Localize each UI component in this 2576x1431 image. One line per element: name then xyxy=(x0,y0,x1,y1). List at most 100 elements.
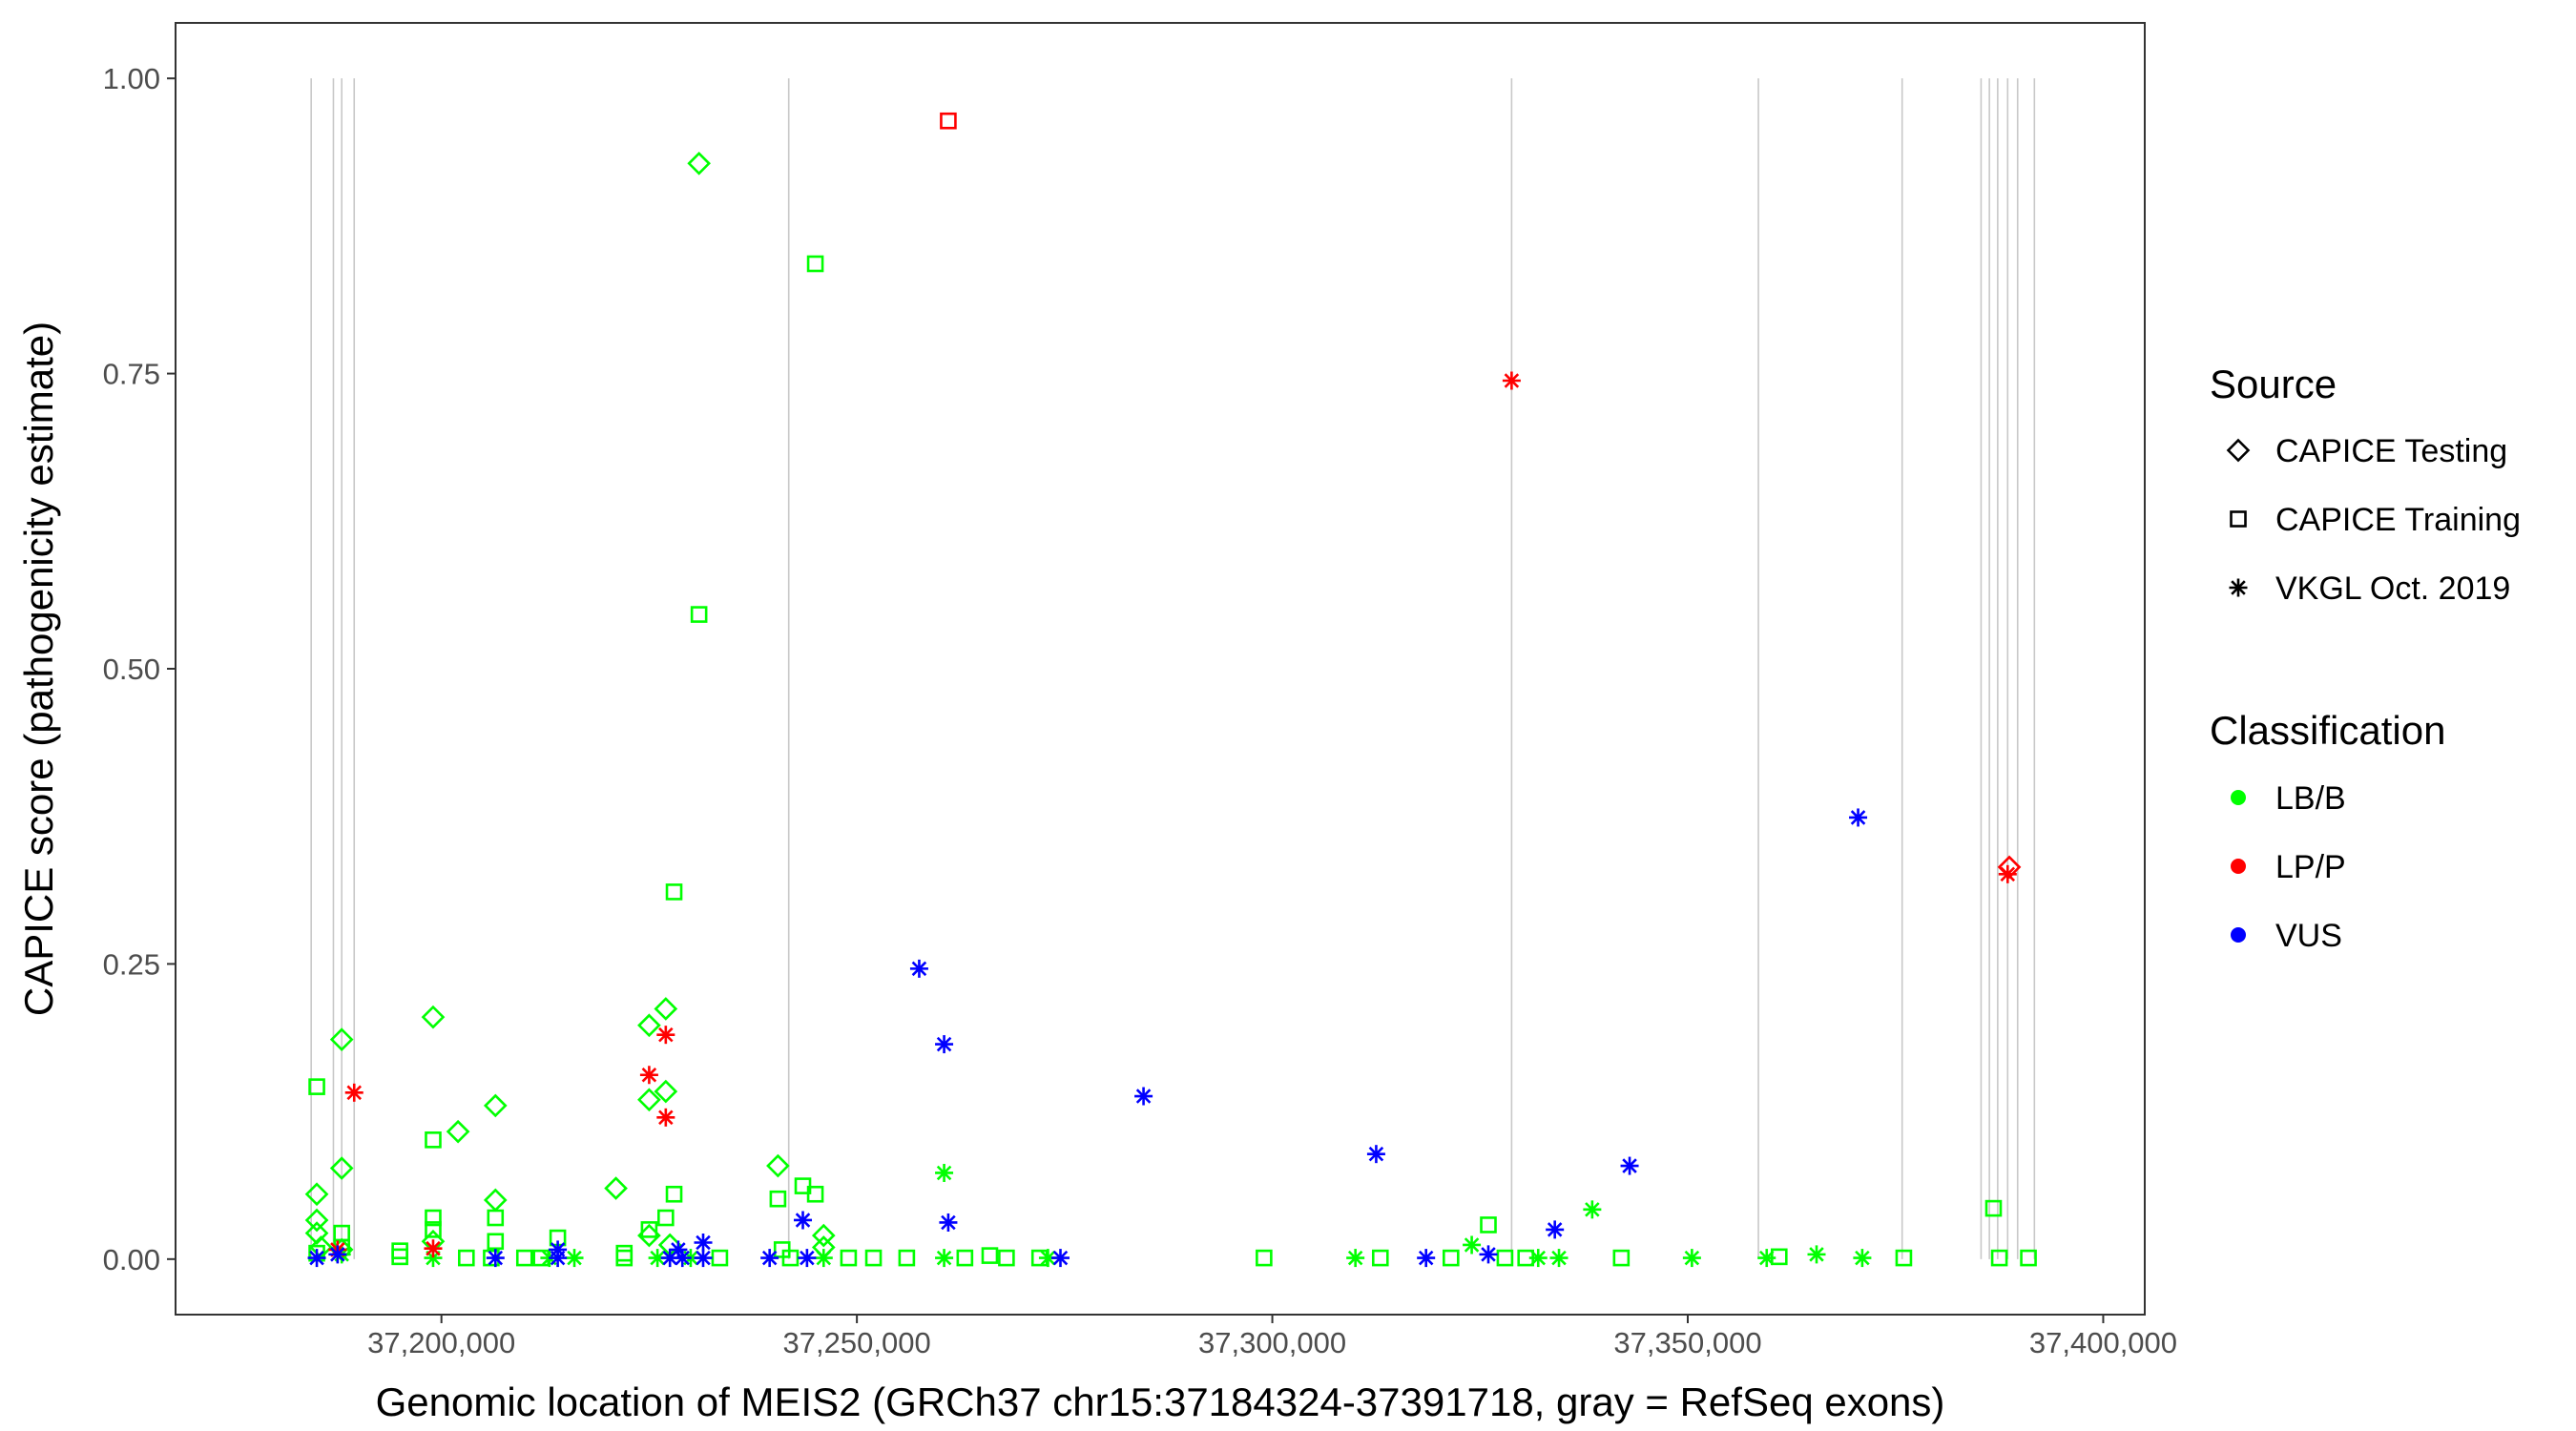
legend: Source Classification CAPICE Testing CAPI… xyxy=(2210,362,2521,954)
point-diamond xyxy=(329,1156,354,1180)
y-tick-label: 0.75 xyxy=(103,358,160,391)
point-square xyxy=(806,255,824,273)
legend-color-key xyxy=(2231,859,2246,874)
point-asterisk xyxy=(1546,1220,1565,1239)
point-square xyxy=(425,1131,442,1149)
point-asterisk xyxy=(1346,1249,1365,1268)
point-diamond xyxy=(654,1079,678,1104)
x-tick-label: 37,400,000 xyxy=(2029,1326,2177,1359)
point-square xyxy=(1984,1199,2003,1217)
point-asterisk xyxy=(1528,1249,1548,1268)
point-square xyxy=(1256,1249,1273,1267)
point-diamond xyxy=(654,997,678,1021)
point-square xyxy=(781,1249,800,1267)
point-square xyxy=(1895,1249,1913,1267)
point-asterisk xyxy=(1620,1156,1639,1175)
point-square xyxy=(981,1247,999,1264)
x-tick-label: 37,300,000 xyxy=(1198,1326,1346,1359)
point-asterisk xyxy=(639,1066,658,1085)
point-square xyxy=(1443,1249,1460,1267)
legend-source-items: CAPICE Testing CAPICE Training VKGL Oct. 2… xyxy=(2226,433,2521,607)
y-tick-label: 1.00 xyxy=(103,62,160,95)
point-square xyxy=(2020,1249,2037,1267)
point-square xyxy=(615,1249,634,1267)
point-diamond xyxy=(687,151,711,176)
point-diamond xyxy=(811,1223,836,1248)
point-asterisk xyxy=(565,1249,584,1268)
point-asterisk xyxy=(694,1234,713,1253)
data-points xyxy=(304,112,2037,1268)
point-asterisk xyxy=(656,1026,675,1045)
x-axis-title: Genomic location of MEIS2 (GRCh37 chr15:… xyxy=(376,1379,1945,1424)
point-diamond xyxy=(637,1088,661,1112)
y-axis: 0.00 0.25 0.50 0.75 1.00 xyxy=(103,62,176,1276)
point-diamond xyxy=(766,1153,790,1178)
point-square xyxy=(391,1248,408,1266)
point-square xyxy=(425,1209,442,1227)
legend-diamond-key xyxy=(2226,438,2251,463)
legend-class-label: LB/B xyxy=(2275,780,2346,817)
point-asterisk xyxy=(307,1249,326,1268)
legend-class-items: LB/B LP/P VUS xyxy=(2231,780,2346,954)
point-asterisk xyxy=(1366,1145,1385,1164)
point-asterisk xyxy=(486,1249,505,1268)
legend-source-label: CAPICE Training xyxy=(2275,502,2521,538)
legend-source-label: CAPICE Testing xyxy=(2275,433,2507,469)
point-asterisk xyxy=(814,1249,833,1268)
point-square xyxy=(998,1249,1015,1267)
point-asterisk xyxy=(694,1249,713,1268)
point-square xyxy=(1371,1249,1389,1267)
legend-color-key xyxy=(2231,927,2246,943)
point-diamond xyxy=(304,1182,329,1207)
point-square xyxy=(806,1185,824,1203)
point-diamond xyxy=(637,1013,661,1038)
legend-classification-title: Classification xyxy=(2210,708,2445,753)
legend-color-key xyxy=(2231,790,2246,805)
point-asterisk xyxy=(1417,1249,1436,1268)
point-asterisk xyxy=(1682,1249,1701,1268)
legend-class-label: LP/P xyxy=(2275,849,2346,885)
point-diamond xyxy=(304,1208,329,1233)
legend-asterisk-key xyxy=(2229,578,2248,597)
point-square xyxy=(640,1221,658,1238)
point-square xyxy=(711,1249,729,1267)
point-asterisk xyxy=(1807,1245,1826,1264)
point-asterisk xyxy=(1757,1249,1776,1268)
point-diamond xyxy=(604,1176,628,1200)
point-asterisk xyxy=(1853,1249,1872,1268)
point-asterisk xyxy=(798,1249,817,1268)
legend-square-key xyxy=(2230,510,2247,528)
y-axis-title: CAPICE score (pathogenicity estimate) xyxy=(16,321,61,1016)
point-square xyxy=(1496,1249,1514,1267)
point-asterisk xyxy=(1134,1087,1153,1106)
x-axis: 37,200,000 37,250,000 37,300,000 37,350,000… xyxy=(367,1315,2177,1359)
x-tick-label: 37,250,000 xyxy=(783,1326,931,1359)
point-square xyxy=(769,1190,787,1208)
point-square xyxy=(657,1209,675,1227)
y-tick-label: 0.25 xyxy=(103,947,160,981)
point-diamond xyxy=(483,1093,508,1118)
point-square xyxy=(1990,1249,2008,1267)
legend-source-title: Source xyxy=(2210,362,2337,406)
point-diamond xyxy=(446,1119,470,1144)
point-square xyxy=(487,1233,505,1251)
point-square xyxy=(1480,1216,1497,1234)
point-asterisk xyxy=(1849,808,1868,827)
point-asterisk xyxy=(656,1108,675,1127)
point-square xyxy=(308,1078,325,1095)
x-tick-label: 37,200,000 xyxy=(367,1326,515,1359)
point-square xyxy=(864,1249,883,1267)
point-asterisk xyxy=(328,1245,347,1264)
point-asterisk xyxy=(549,1249,568,1268)
point-asterisk xyxy=(344,1083,364,1102)
point-square xyxy=(458,1249,475,1267)
point-asterisk xyxy=(1038,1249,1057,1268)
point-asterisk xyxy=(1583,1200,1602,1219)
point-asterisk xyxy=(794,1211,813,1230)
point-square xyxy=(840,1249,858,1267)
point-square xyxy=(665,1185,683,1203)
point-square xyxy=(690,606,708,623)
point-square xyxy=(515,1249,533,1267)
y-tick-label: 0.00 xyxy=(103,1243,160,1276)
